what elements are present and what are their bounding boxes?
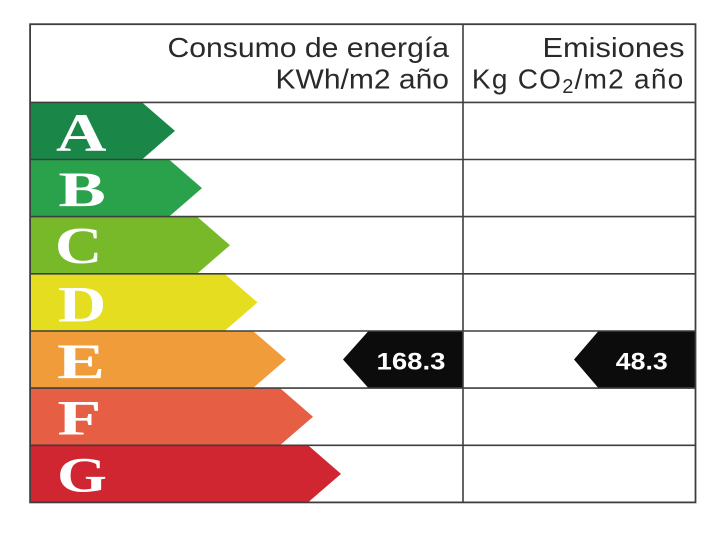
svg-text:A: A — [56, 102, 107, 163]
svg-text:Emisiones: Emisiones — [543, 32, 685, 63]
svg-text:Consumo de energía: Consumo de energía — [168, 32, 450, 63]
svg-text:B: B — [58, 161, 106, 217]
svg-text:Kg CO2/m2 año: Kg CO2/m2 año — [472, 64, 685, 99]
svg-text:E: E — [57, 333, 105, 389]
svg-text:48.3: 48.3 — [616, 349, 668, 376]
svg-text:G: G — [57, 446, 107, 502]
svg-text:D: D — [58, 277, 107, 333]
svg-text:KWh/m2 año: KWh/m2 año — [276, 64, 450, 95]
svg-text:C: C — [55, 218, 103, 275]
svg-text:F: F — [57, 389, 101, 445]
svg-text:168.3: 168.3 — [377, 349, 446, 376]
